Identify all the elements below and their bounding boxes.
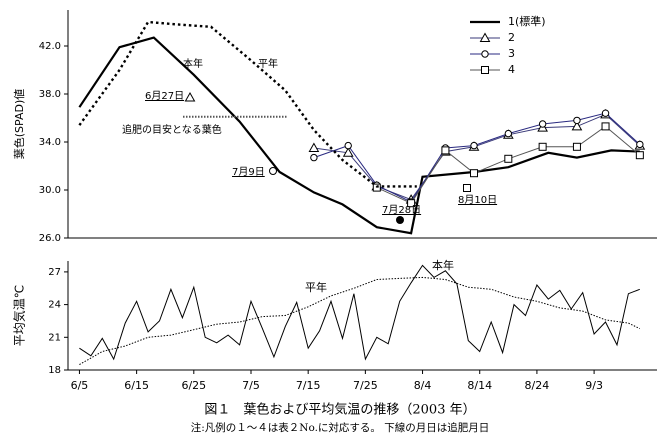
series-line xyxy=(79,264,640,361)
y-tick-label: 24 xyxy=(48,300,61,311)
marker xyxy=(573,116,581,125)
x-tick-label: 7/15 xyxy=(296,379,321,392)
series-line xyxy=(313,113,641,201)
series-line xyxy=(313,112,641,203)
marker xyxy=(571,120,583,131)
annotation: 本年 xyxy=(183,57,203,70)
legend-label: 1(標準) xyxy=(508,14,546,28)
marker xyxy=(504,154,513,163)
marker xyxy=(538,142,547,151)
series-line xyxy=(78,20,417,188)
marker xyxy=(572,142,581,151)
marker xyxy=(310,153,318,162)
y-tick-label: 27 xyxy=(48,267,61,278)
marker xyxy=(344,141,352,150)
marker xyxy=(342,147,354,157)
y-tick-label: 18 xyxy=(48,365,61,376)
legend-marker xyxy=(479,32,491,42)
topdress-marker xyxy=(463,184,471,192)
topdress-marker xyxy=(184,91,196,102)
y-tick-label: 26.0 xyxy=(39,233,61,244)
topdress-marker xyxy=(396,216,404,224)
x-tick-label: 7/25 xyxy=(353,379,378,392)
legend-label: 4 xyxy=(508,63,515,76)
x-tick-label: 8/24 xyxy=(525,379,550,392)
y-tick-label: 21 xyxy=(48,332,61,343)
legend-label: 3 xyxy=(508,47,515,60)
x-tick-label: 6/25 xyxy=(181,379,206,392)
marker xyxy=(538,120,547,128)
y-axis-label: 葉色(SPAD)値 xyxy=(12,89,26,160)
marker xyxy=(308,142,320,152)
marker xyxy=(601,109,610,117)
x-tick-label: 6/15 xyxy=(124,379,149,392)
legend-marker xyxy=(481,66,489,74)
y-tick-label: 42.0 xyxy=(39,41,61,52)
x-tick-label: 6/5 xyxy=(71,379,89,392)
marker xyxy=(441,146,450,155)
marker xyxy=(372,183,381,192)
y-tick-label: 38.0 xyxy=(39,89,61,100)
annotation: 6月27日 xyxy=(145,90,184,102)
topdress-marker xyxy=(269,167,277,175)
x-tick-label: 8/14 xyxy=(467,379,492,392)
marker xyxy=(407,199,416,208)
marker xyxy=(470,169,479,178)
y-axis-label: 平均気温℃ xyxy=(12,285,27,346)
series-line xyxy=(78,36,640,235)
annotation: 7月9日 xyxy=(232,166,265,178)
series-label: 平年 xyxy=(305,280,327,294)
caption: 図１ 葉色および平均気温の推移（2003 年） xyxy=(204,402,475,418)
marker xyxy=(470,141,478,150)
marker xyxy=(601,122,610,131)
x-tick-label: 7/5 xyxy=(242,379,260,392)
y-tick-label: 34.0 xyxy=(39,137,61,148)
legend-marker xyxy=(481,50,489,58)
annotation: 追肥の目安となる葉色 xyxy=(122,123,222,136)
annotation: 8月10日 xyxy=(458,194,497,206)
annotation: 平年 xyxy=(258,57,278,70)
x-tick-label: 8/4 xyxy=(414,379,432,392)
series-label: 本年 xyxy=(432,258,454,272)
marker xyxy=(636,140,644,149)
legend-label: 2 xyxy=(508,31,515,44)
annotation: 7月28日 xyxy=(382,204,421,216)
y-tick-label: 30.0 xyxy=(39,185,61,196)
series-line xyxy=(79,276,641,366)
marker xyxy=(504,129,513,138)
x-tick-label: 9/3 xyxy=(585,379,603,392)
marker xyxy=(635,151,644,160)
note: 注:凡例の１～４は表２No.に対応する。 下線の月日は追肥月日 xyxy=(191,421,490,434)
